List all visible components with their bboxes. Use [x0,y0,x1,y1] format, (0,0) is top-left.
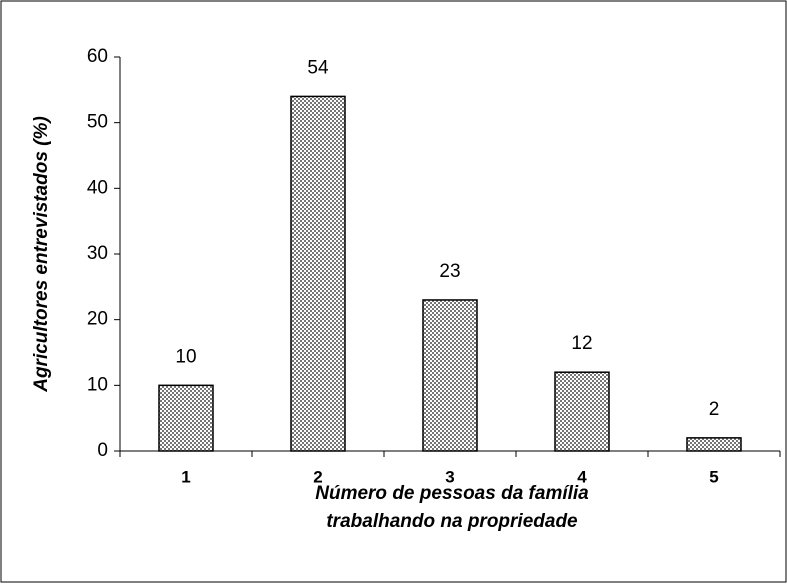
y-tick-label: 60 [87,46,108,67]
data-label: 2 [709,399,720,420]
bar [422,299,478,452]
data-label: 54 [307,57,329,78]
y-tick-label: 10 [87,374,108,395]
x-tick-label: 1 [181,467,190,486]
y-axis-label: Agricultores entrevistados (%) [31,116,52,393]
data-label: 12 [571,333,592,354]
y-tick-label: 0 [97,440,108,461]
bar [686,437,742,452]
x-tick-label: 5 [709,467,718,486]
y-tick-label: 50 [87,112,108,133]
x-tick-label: 4 [577,467,587,486]
data-label: 23 [439,261,460,282]
x-tick-label: 2 [313,467,322,486]
bar [158,384,214,452]
x-axis-label: trabalhando na propriedade [326,511,578,532]
y-tick-label: 20 [87,309,108,330]
data-label: 10 [175,346,196,367]
y-tick-label: 40 [87,177,108,198]
x-axis-label: Número de pessoas da família [315,483,589,504]
bar [554,371,610,452]
bar [290,95,346,452]
y-tick-label: 30 [87,243,108,264]
x-tick-label: 3 [445,467,454,486]
